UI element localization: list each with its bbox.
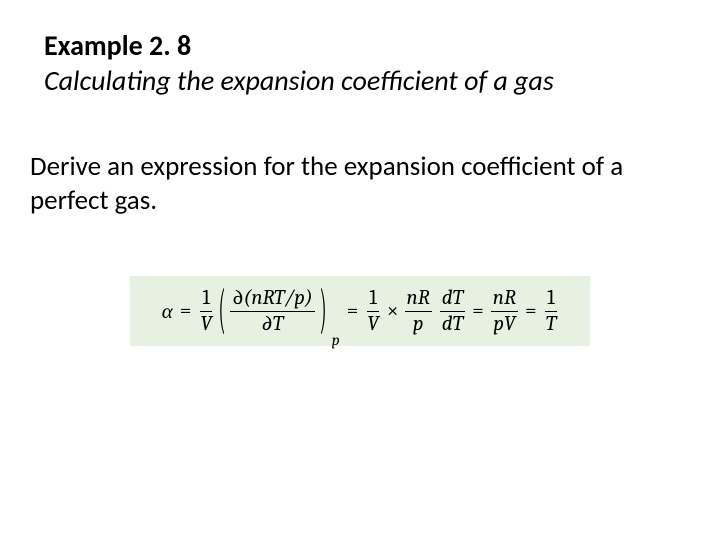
partial-num: ∂(nRT/p)	[230, 287, 315, 311]
slide: Example 2. 8 Calculating the expansion c…	[0, 0, 720, 540]
subscript-p: p	[332, 331, 340, 349]
frac-dT-over-dT: dT dT	[440, 287, 465, 334]
heading-block: Example 2. 8 Calculating the expansion c…	[44, 28, 664, 98]
frac-nR-over-p: nR p	[405, 287, 432, 334]
denominator-V-1: V	[198, 312, 214, 335]
partial-num-inner: (nRT/p)	[244, 286, 313, 310]
frac-1-over-T: 1 T	[544, 287, 559, 334]
big-left-paren: (	[218, 280, 227, 342]
equals-4: =	[521, 299, 541, 323]
den-T: T	[544, 312, 559, 335]
example-title: Calculating the expansion coefficient of…	[44, 63, 664, 98]
den-dT: dT	[440, 312, 465, 335]
partial-den: ∂T	[259, 312, 285, 335]
numerator-1b: 1	[367, 287, 379, 311]
numerator-1a: 1	[200, 287, 212, 311]
denominator-V-2: V	[365, 312, 381, 335]
num-1c: 1	[545, 287, 557, 311]
partial-symbol-num: ∂	[232, 286, 243, 310]
equals-2: =	[343, 299, 363, 323]
times-symbol: ×	[384, 299, 402, 323]
num-nR-2: nR	[491, 287, 518, 311]
problem-statement: Derive an expression for the expansion c…	[30, 150, 670, 218]
den-pV: pV	[491, 312, 517, 335]
partial-derivative: ∂(nRT/p) ∂T	[230, 287, 315, 334]
num-dT: dT	[440, 287, 465, 311]
frac-nR-over-pV: nR pV	[491, 287, 518, 334]
symbol-alpha: α	[162, 299, 173, 324]
den-p: p	[411, 312, 426, 335]
partial-den-text: ∂T	[261, 312, 283, 336]
frac-1-over-V-1: 1 V	[198, 287, 214, 334]
equation-box: α = 1 V ( ∂(nRT/p) ∂T ) p = 1 V	[130, 276, 590, 346]
expansion-coefficient-equation: α = 1 V ( ∂(nRT/p) ∂T ) p = 1 V	[162, 287, 559, 334]
example-number: Example 2. 8	[44, 28, 664, 63]
num-nR-1: nR	[405, 287, 432, 311]
equals-3: =	[468, 299, 488, 323]
equals-1: =	[176, 299, 196, 323]
big-right-paren: )	[318, 280, 327, 342]
frac-1-over-V-2: 1 V	[365, 287, 381, 334]
